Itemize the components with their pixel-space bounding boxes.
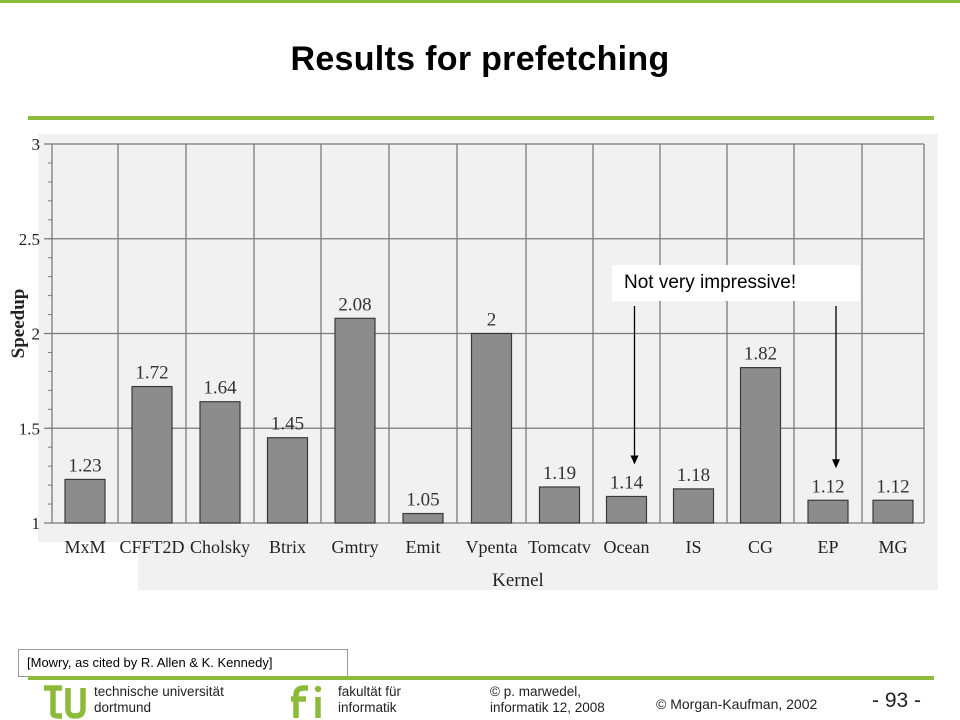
bar-gmtry (334, 317, 376, 524)
y-tick-label: 2.5 (19, 230, 40, 249)
y-axis-label: Speedup (8, 289, 29, 359)
copyright-icon: © (490, 684, 500, 699)
category-label: CFFT2D (119, 537, 184, 557)
value-label: 1.18 (677, 465, 710, 486)
bar-emit (402, 512, 444, 524)
author-info: © p. marwedel, informatik 12, 2008 (490, 684, 605, 716)
value-label: 1.64 (203, 378, 237, 399)
value-label: 2.08 (338, 294, 371, 315)
category-label: Cholsky (190, 537, 250, 557)
bar-btrix (266, 437, 309, 524)
bar-is (672, 488, 715, 524)
slide-title: Results for prefetching (290, 40, 670, 78)
callout-text: Not very impressive! (612, 265, 860, 301)
fi-logo-icon (291, 685, 322, 718)
footer-accent-rule (28, 676, 934, 680)
callout-arrowhead (630, 455, 639, 465)
bar-mg (872, 499, 914, 524)
value-label: 2 (487, 310, 497, 331)
y-tick-label: 3 (32, 135, 41, 154)
chart-svg: 1 1.5 2 2.5 3 Speedup 1.23 MxM 1.72 CFFT2D 1.64 Cho… (8, 134, 938, 591)
university-name: technische universität dortmund (94, 684, 224, 716)
y-tick-label: 1.5 (19, 419, 40, 438)
callout-arrowhead (832, 459, 840, 469)
category-label: Tomcatv (528, 537, 591, 557)
copyright-note: © Morgan-Kaufman, 2002 (656, 696, 818, 712)
bar-cg (739, 367, 782, 524)
speedup-bar-chart: 1 1.5 2 2.5 3 Speedup 1.23 MxM 1.72 CFFT2D 1.64 Cho… (0, 120, 960, 600)
value-label: 1.12 (876, 476, 909, 497)
value-label: 1.72 (135, 363, 168, 384)
category-label: Vpenta (466, 537, 518, 557)
author-line1: p. marwedel, (503, 684, 582, 699)
value-label: 1.14 (610, 472, 644, 493)
bar-mxm (64, 478, 106, 524)
category-label: Btrix (269, 537, 306, 557)
tu-logo-icon (44, 685, 86, 719)
citation-box: [Mowry, as cited by R. Allen & K. Kenned… (18, 649, 348, 677)
category-label: MxM (64, 537, 105, 557)
category-label: CG (748, 537, 773, 557)
bar-ep (807, 499, 849, 524)
bar-ocean (605, 495, 648, 524)
category-label: EP (817, 537, 838, 557)
bar-cfft2d (131, 385, 173, 524)
y-tick-label: 1 (32, 514, 41, 533)
bar-vpenta (470, 332, 513, 524)
value-label: 1.05 (406, 490, 439, 511)
bar-tomcatv (538, 486, 581, 524)
category-label: Ocean (604, 537, 650, 557)
category-label: MG (878, 537, 907, 557)
university-line1: technische universität (94, 684, 224, 699)
author-line1-wrap: © p. marwedel, (490, 684, 605, 700)
author-line2: informatik 12, 2008 (490, 700, 605, 715)
faculty-name: fakultät für informatik (338, 684, 401, 716)
xaxis-background (138, 530, 938, 590)
bar-cholsky (199, 401, 241, 524)
category-label: IS (685, 537, 701, 557)
faculty-line2: informatik (338, 700, 397, 715)
value-label: 1.82 (744, 344, 777, 365)
page-number: - 93 - (872, 689, 922, 712)
category-label: Emit (406, 537, 441, 557)
category-label: Gmtry (332, 537, 379, 557)
faculty-line1: fakultät für (338, 684, 402, 699)
value-label: 1.45 (271, 414, 304, 435)
x-axis-label: Kernel (492, 570, 544, 591)
value-label: 1.19 (543, 463, 576, 484)
title-accent-rule (28, 116, 934, 120)
y-tick-label: 2 (32, 325, 41, 344)
value-label: 1.12 (811, 476, 844, 497)
university-line2: dortmund (94, 700, 152, 715)
top-accent-rule (0, 0, 960, 3)
value-label: 1.23 (68, 455, 101, 476)
